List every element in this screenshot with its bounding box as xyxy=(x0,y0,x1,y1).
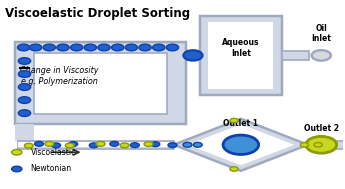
Circle shape xyxy=(300,143,308,147)
Circle shape xyxy=(223,135,259,154)
Circle shape xyxy=(184,50,203,61)
Circle shape xyxy=(18,44,30,51)
Circle shape xyxy=(18,110,31,116)
Bar xyxy=(15,42,186,124)
Bar xyxy=(200,16,282,94)
Circle shape xyxy=(130,143,139,148)
Polygon shape xyxy=(174,119,308,171)
Circle shape xyxy=(24,143,33,148)
Circle shape xyxy=(89,143,98,148)
Bar xyxy=(19,141,174,149)
Circle shape xyxy=(69,142,78,146)
Circle shape xyxy=(18,97,31,103)
Circle shape xyxy=(96,141,105,146)
Circle shape xyxy=(12,166,22,172)
Circle shape xyxy=(18,84,31,90)
Circle shape xyxy=(18,58,31,64)
Circle shape xyxy=(43,44,56,51)
Circle shape xyxy=(314,143,322,147)
Bar xyxy=(186,51,200,60)
Circle shape xyxy=(65,143,74,148)
Text: Outlet 1: Outlet 1 xyxy=(223,119,258,128)
Circle shape xyxy=(12,149,22,155)
Text: Aqueous
Inlet: Aqueous Inlet xyxy=(222,38,259,58)
Circle shape xyxy=(57,44,69,51)
Circle shape xyxy=(152,44,165,51)
Circle shape xyxy=(312,50,331,61)
Circle shape xyxy=(151,142,160,147)
Text: Newtonian: Newtonian xyxy=(30,164,72,174)
Circle shape xyxy=(29,44,42,51)
Circle shape xyxy=(98,44,110,51)
Text: Viscoelastic: Viscoelastic xyxy=(30,148,76,157)
Circle shape xyxy=(230,167,238,171)
Text: Oil
Inlet: Oil Inlet xyxy=(311,24,331,43)
Circle shape xyxy=(84,44,97,51)
Circle shape xyxy=(230,118,238,123)
Text: Viscoelastic Droplet Sorting: Viscoelastic Droplet Sorting xyxy=(5,7,190,20)
Circle shape xyxy=(144,142,153,146)
Circle shape xyxy=(110,141,119,146)
Bar xyxy=(19,143,174,147)
Bar xyxy=(308,141,322,149)
Bar xyxy=(208,22,273,89)
Circle shape xyxy=(70,44,83,51)
Circle shape xyxy=(34,141,43,146)
Circle shape xyxy=(18,71,31,77)
Circle shape xyxy=(139,44,151,51)
Circle shape xyxy=(45,141,54,146)
Circle shape xyxy=(306,136,337,153)
Circle shape xyxy=(168,143,177,148)
Text: Outlet 2: Outlet 2 xyxy=(304,124,339,133)
Polygon shape xyxy=(187,124,294,165)
Circle shape xyxy=(183,142,192,147)
Circle shape xyxy=(111,44,124,51)
Circle shape xyxy=(125,44,138,51)
Circle shape xyxy=(193,142,202,147)
Text: Change in Viscosity
e.g. Polymerization: Change in Viscosity e.g. Polymerization xyxy=(20,66,99,86)
Bar xyxy=(34,53,167,114)
Circle shape xyxy=(120,143,129,148)
Bar xyxy=(282,51,309,60)
Bar xyxy=(15,124,34,141)
Circle shape xyxy=(166,44,179,51)
Circle shape xyxy=(52,143,61,148)
Bar xyxy=(308,141,345,149)
